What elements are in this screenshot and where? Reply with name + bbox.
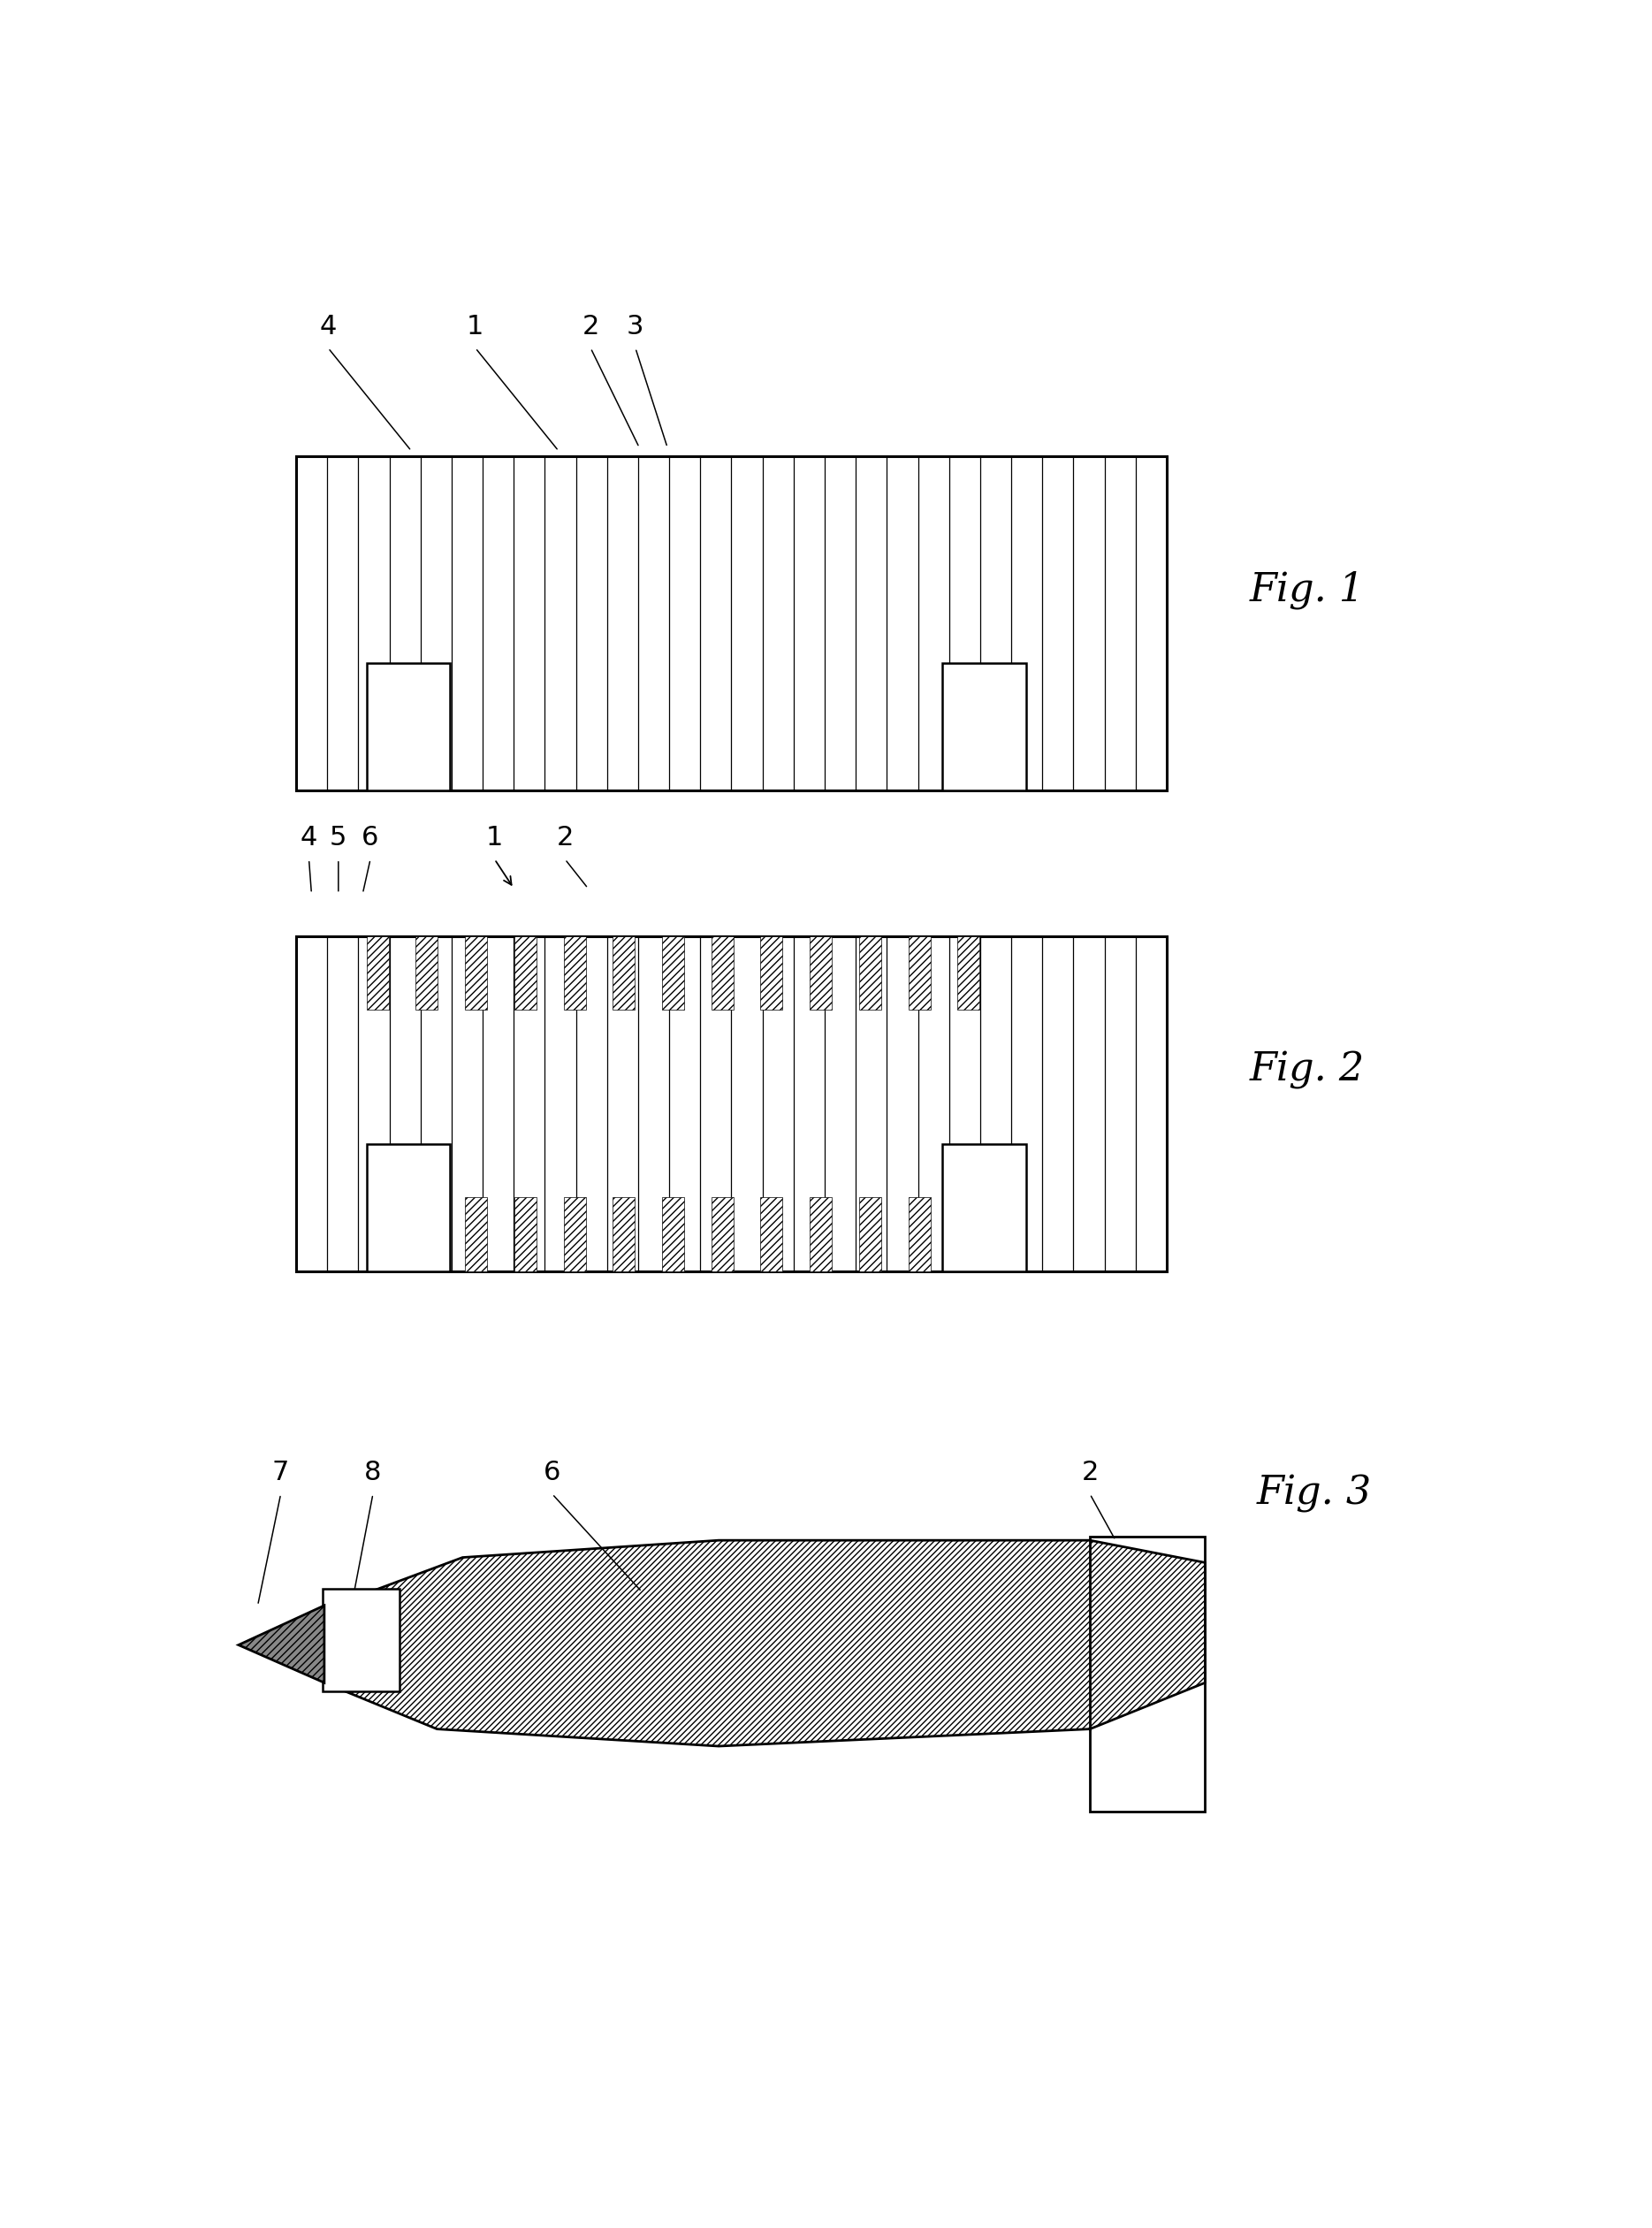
Bar	[712, 1196, 733, 1270]
Bar	[296, 457, 1166, 791]
Bar	[514, 936, 537, 1009]
Bar	[563, 936, 586, 1009]
Bar	[662, 1196, 684, 1270]
Bar	[859, 936, 881, 1009]
Text: Fig. 3: Fig. 3	[1257, 1475, 1371, 1513]
Bar	[943, 1143, 1026, 1270]
Bar	[416, 1196, 438, 1270]
Bar	[958, 1196, 980, 1270]
Bar	[514, 1196, 537, 1270]
Bar	[324, 1589, 400, 1691]
Text: 2: 2	[1082, 1459, 1099, 1486]
Polygon shape	[238, 1606, 324, 1682]
Text: 5: 5	[330, 824, 347, 851]
Bar	[613, 936, 634, 1009]
Text: 2: 2	[582, 314, 600, 339]
Text: Fig. 1: Fig. 1	[1251, 570, 1365, 608]
Bar	[909, 936, 930, 1009]
Text: 4: 4	[319, 314, 337, 339]
Bar	[809, 1196, 833, 1270]
Polygon shape	[324, 1540, 1204, 1747]
Bar	[760, 1196, 783, 1270]
Bar	[809, 936, 833, 1009]
Bar	[662, 936, 684, 1009]
Bar	[464, 1196, 487, 1270]
Bar	[712, 936, 733, 1009]
Text: Fig. 2: Fig. 2	[1251, 1052, 1365, 1089]
Bar	[416, 936, 438, 1009]
Bar	[958, 936, 980, 1009]
Bar	[464, 936, 487, 1009]
Text: 3: 3	[626, 314, 644, 339]
Text: 1: 1	[486, 824, 504, 851]
Text: 8: 8	[365, 1459, 382, 1486]
Bar	[367, 664, 449, 791]
Bar	[943, 664, 1026, 791]
Text: 6: 6	[362, 824, 378, 851]
Text: 4: 4	[301, 824, 317, 851]
Bar	[1090, 1537, 1204, 1811]
Bar	[613, 1196, 634, 1270]
Bar	[563, 1196, 586, 1270]
Text: 1: 1	[468, 314, 484, 339]
Bar	[367, 1196, 388, 1270]
Bar	[859, 1196, 881, 1270]
Bar	[909, 1196, 930, 1270]
Text: 7: 7	[273, 1459, 289, 1486]
Bar	[760, 936, 783, 1009]
Text: 2: 2	[557, 824, 573, 851]
Bar	[296, 936, 1166, 1270]
Bar	[367, 936, 388, 1009]
Text: 6: 6	[544, 1459, 560, 1486]
Bar	[367, 1143, 449, 1270]
